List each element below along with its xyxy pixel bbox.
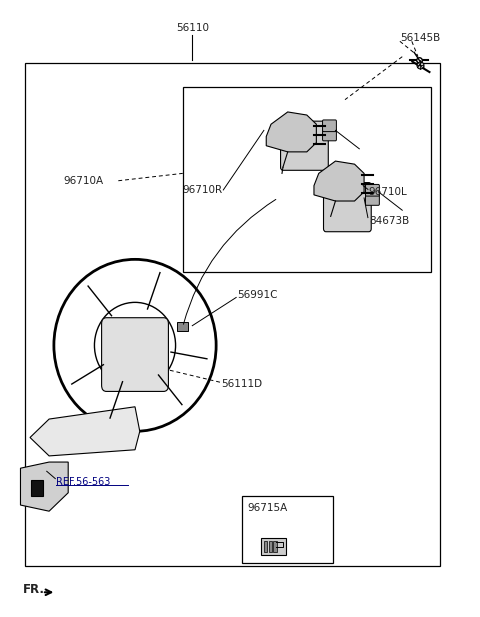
FancyBboxPatch shape xyxy=(365,194,379,205)
FancyBboxPatch shape xyxy=(102,318,168,391)
FancyBboxPatch shape xyxy=(274,541,277,552)
Polygon shape xyxy=(30,407,140,456)
Text: 96710L: 96710L xyxy=(369,187,408,197)
FancyBboxPatch shape xyxy=(323,120,336,131)
Text: 56111D: 56111D xyxy=(221,379,262,389)
Text: REF.56-563: REF.56-563 xyxy=(56,477,111,487)
FancyBboxPatch shape xyxy=(31,481,43,496)
Polygon shape xyxy=(21,462,68,511)
Text: 56991C: 56991C xyxy=(238,290,278,300)
FancyBboxPatch shape xyxy=(178,322,188,331)
FancyBboxPatch shape xyxy=(365,184,379,196)
FancyBboxPatch shape xyxy=(323,129,336,141)
Text: 56145B: 56145B xyxy=(400,33,440,43)
Text: 96710A: 96710A xyxy=(63,176,104,186)
FancyBboxPatch shape xyxy=(324,183,371,232)
Polygon shape xyxy=(314,161,364,201)
FancyBboxPatch shape xyxy=(264,541,267,552)
Text: 84673B: 84673B xyxy=(369,216,409,226)
Polygon shape xyxy=(266,112,316,152)
Text: 96715A: 96715A xyxy=(247,503,288,513)
FancyBboxPatch shape xyxy=(281,121,328,170)
Text: 96710R: 96710R xyxy=(183,185,223,195)
FancyBboxPatch shape xyxy=(261,537,286,555)
Text: 56110: 56110 xyxy=(176,23,209,33)
FancyBboxPatch shape xyxy=(269,541,272,552)
Text: FR.: FR. xyxy=(23,583,45,596)
